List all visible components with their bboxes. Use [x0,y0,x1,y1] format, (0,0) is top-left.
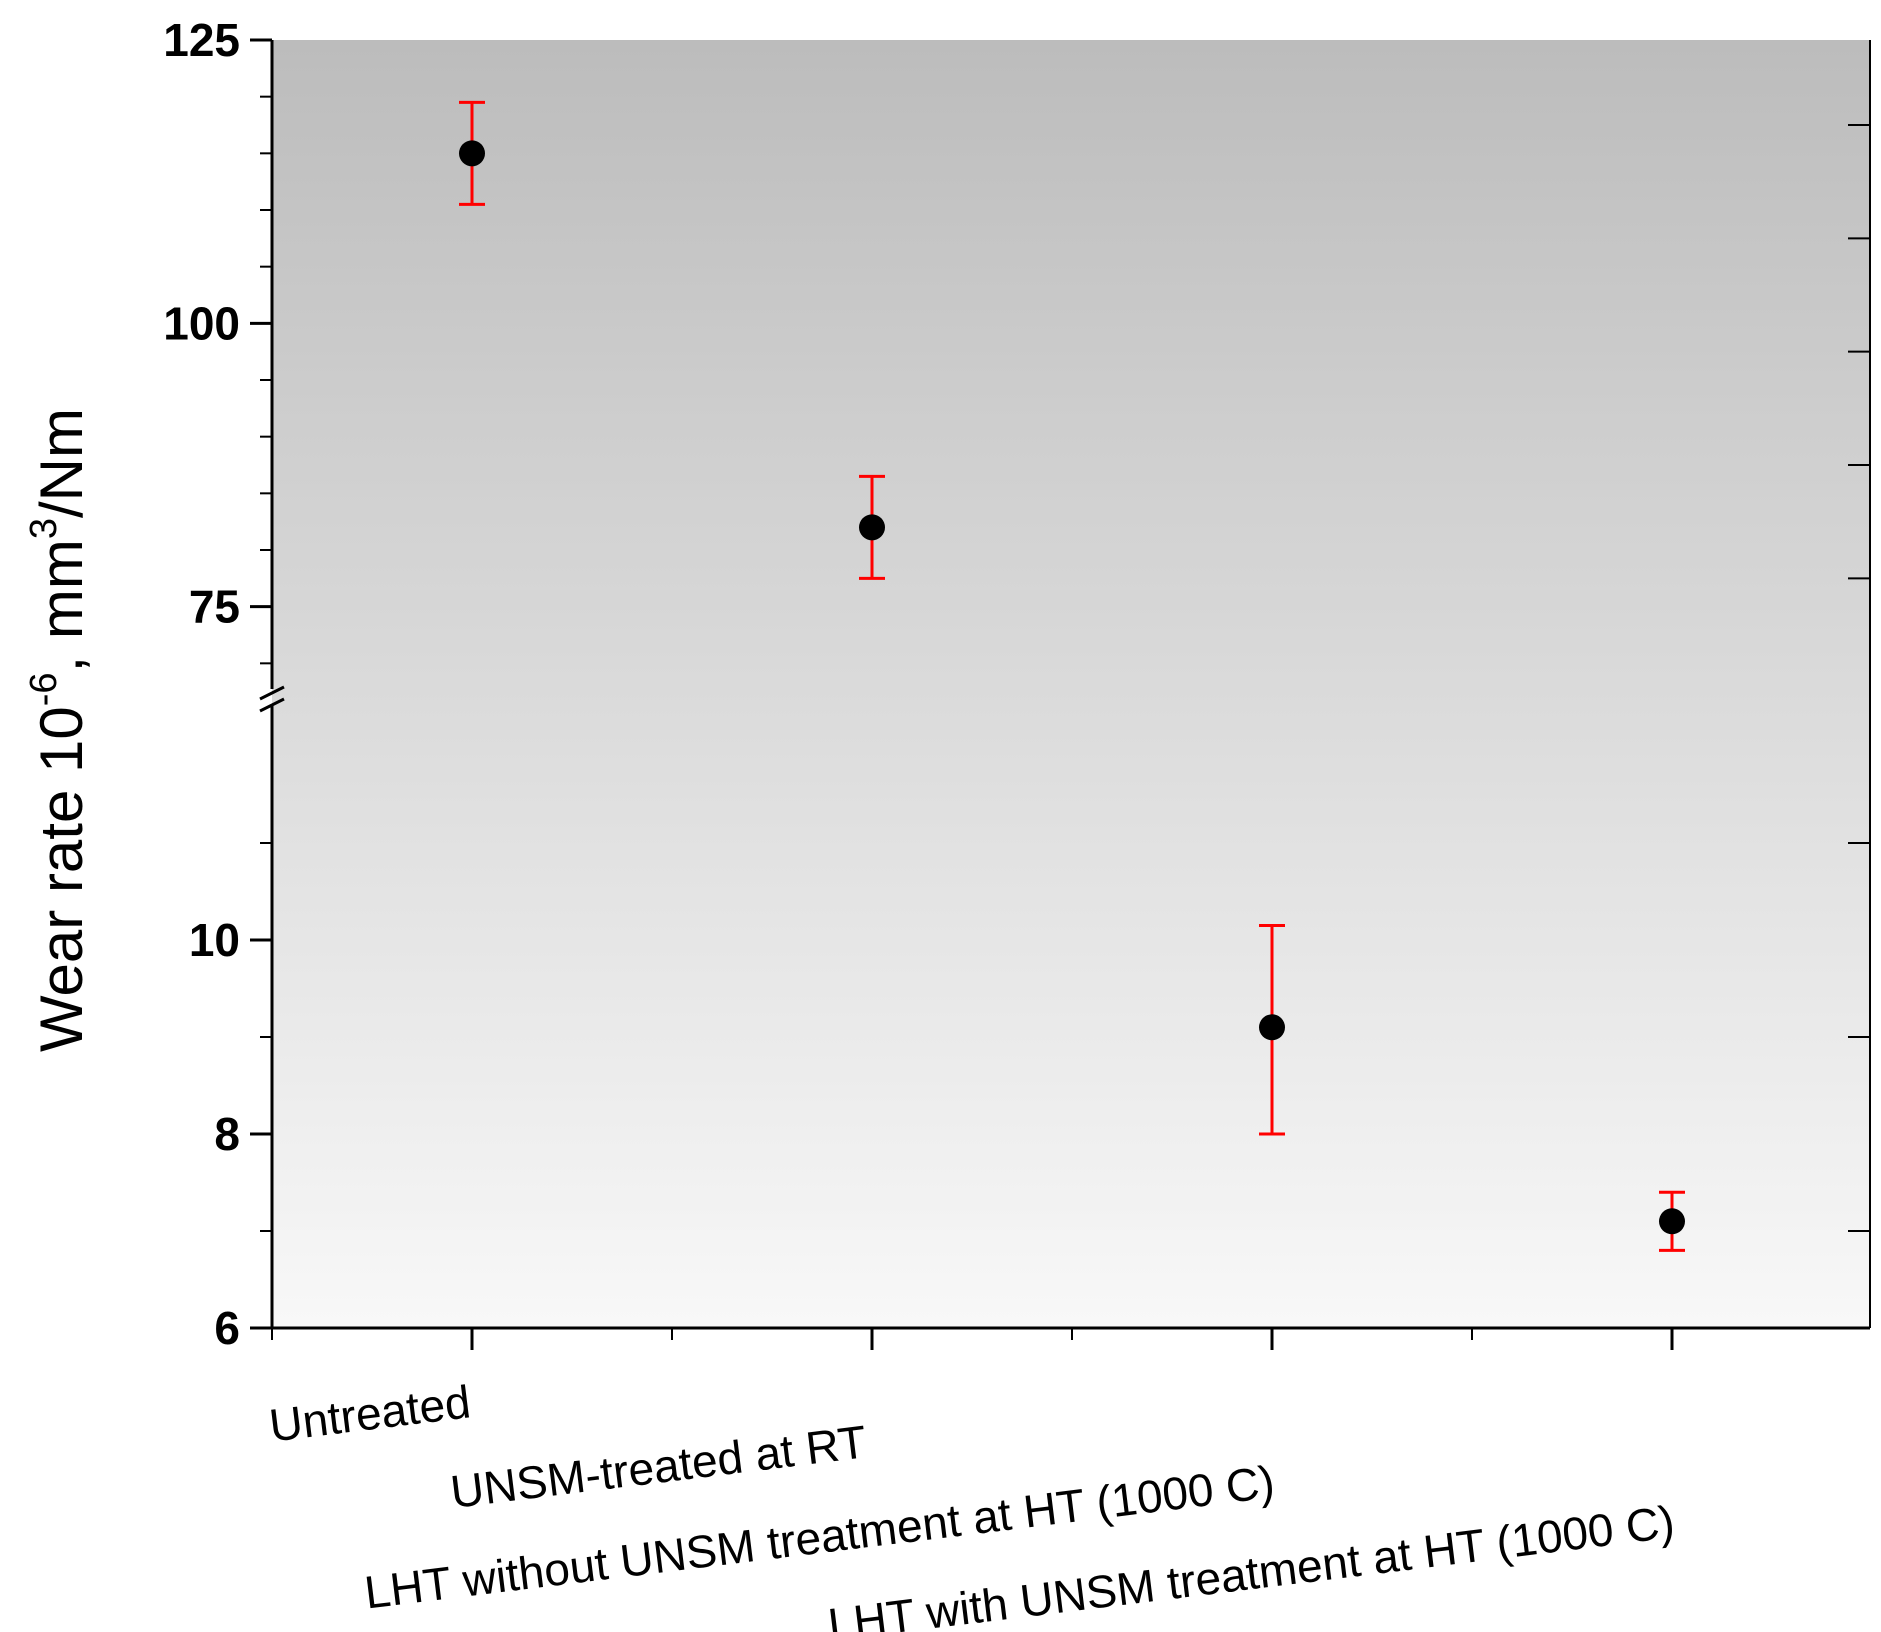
axis-break-mark-lower [259,697,285,713]
y-tick-label: 10 [189,914,240,966]
y-axis-title: Wear rate 10-6, mm3/Nm [23,408,95,1052]
tick-labels: 6 8 10 75 100 125 [163,14,240,1354]
axis-break-mark-upper [259,685,285,701]
data-point [1659,1208,1685,1235]
y-tick-label: 75 [189,581,240,633]
y-tick-label: 125 [163,14,240,66]
category-label: UNSM-treated at RT [448,1415,870,1518]
category-label: Untreated [266,1375,473,1451]
data-marks [459,100,1685,1252]
data-point [1259,1014,1285,1041]
y-tick-label: 100 [163,297,240,349]
tick-marks [250,38,1870,1350]
data-point [859,514,885,541]
plot-area-background [272,40,1870,1328]
y-tick-label: 6 [214,1302,240,1354]
y-tick-label: 8 [214,1108,240,1160]
data-point [459,140,485,167]
